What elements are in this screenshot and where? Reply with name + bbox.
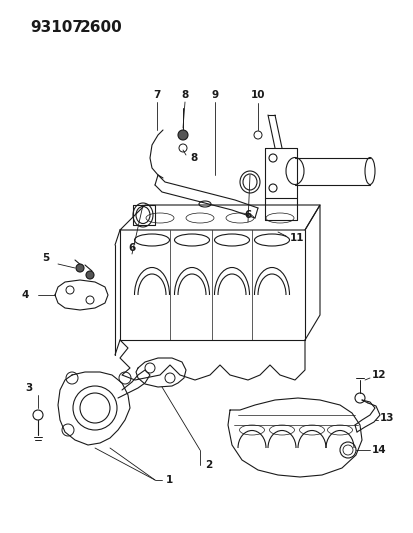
Text: 4: 4 — [22, 290, 29, 300]
Circle shape — [76, 264, 84, 272]
Text: 10: 10 — [250, 90, 265, 100]
Text: 8: 8 — [190, 153, 197, 163]
Text: 8: 8 — [181, 90, 188, 100]
Text: 6: 6 — [244, 210, 251, 220]
Text: 9: 9 — [211, 90, 218, 100]
Text: 93107: 93107 — [30, 20, 83, 35]
Text: 7: 7 — [153, 90, 160, 100]
Circle shape — [178, 130, 188, 140]
Text: 3: 3 — [25, 383, 32, 393]
Text: 13: 13 — [379, 413, 394, 423]
Text: 6: 6 — [128, 243, 135, 253]
Text: 11: 11 — [289, 233, 304, 243]
Circle shape — [86, 271, 94, 279]
Text: 1: 1 — [166, 475, 173, 485]
Text: 2: 2 — [204, 460, 212, 470]
Text: 2600: 2600 — [80, 20, 122, 35]
Text: 12: 12 — [371, 370, 386, 380]
Text: 5: 5 — [42, 253, 49, 263]
Text: 14: 14 — [371, 445, 386, 455]
